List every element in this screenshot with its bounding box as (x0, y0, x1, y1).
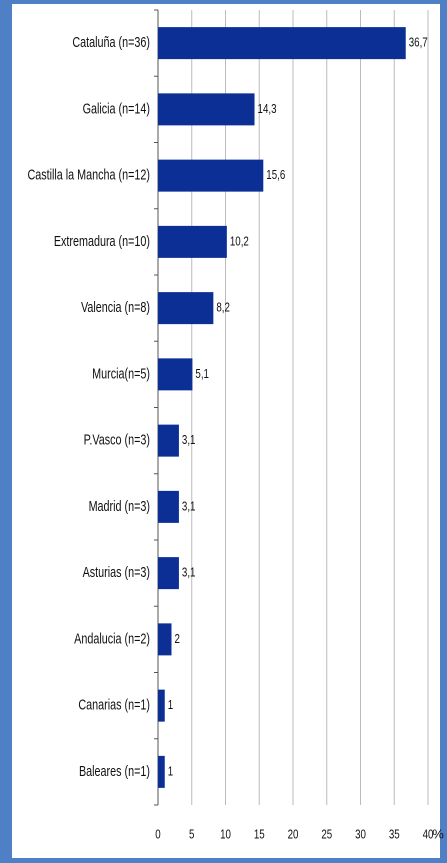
x-tick-label: 35 (389, 828, 400, 842)
value-label-group: 1 (168, 765, 173, 779)
y-tick-label: Murcia(n=5) (92, 365, 150, 382)
bar (158, 424, 179, 457)
y-tick-label: Asturias (n=3) (83, 563, 150, 580)
x-tick-group: 0 (155, 828, 160, 842)
value-label: 2 (175, 633, 180, 647)
value-label-group: 36,7 (409, 36, 428, 50)
value-label: 5,1 (195, 368, 209, 382)
bar (158, 292, 214, 325)
value-label-group: 14,3 (258, 103, 277, 117)
value-label-group: 3,1 (182, 566, 196, 580)
value-label-group: 5,1 (195, 368, 209, 382)
x-tick-label: 5 (189, 828, 194, 842)
x-tick-label: 15 (254, 828, 265, 842)
y-tick-label: Andalucia (n=2) (74, 630, 150, 647)
value-label-group: 10,2 (230, 235, 249, 249)
category-label-group: Asturias (n=3) (83, 563, 150, 580)
bar (158, 689, 165, 722)
category-label-group: P.Vasco (n=3) (84, 431, 150, 448)
category-label-group: Cataluña (n=36) (72, 33, 150, 50)
category-label-group: Canarias (n=1) (78, 696, 150, 713)
value-label: 10,2 (230, 235, 249, 249)
y-tick-label: Castilla la Mancha (n=12) (27, 166, 150, 183)
y-tick-label: Valencia (n=8) (81, 298, 150, 315)
value-label: 8,2 (216, 301, 230, 315)
x-tick-label: 20 (288, 828, 299, 842)
x-tick-label: 30 (355, 828, 366, 842)
x-tick-group: 35 (389, 828, 400, 842)
value-label: 3,1 (182, 434, 196, 448)
category-label-group: Valencia (n=8) (81, 298, 150, 315)
x-tick-label: 40 (423, 828, 434, 842)
x-tick-label: 0 (155, 828, 160, 842)
x-axis-label: % (432, 826, 444, 841)
value-label-group: 8,2 (216, 301, 230, 315)
value-label: 3,1 (182, 500, 196, 514)
x-tick-group: 10 (220, 828, 231, 842)
x-tick-group: 20 (288, 828, 299, 842)
value-label-group: 2 (175, 633, 180, 647)
x-tick-group: 40 (423, 828, 434, 842)
value-label: 14,3 (258, 103, 277, 117)
x-tick-group: 15 (254, 828, 265, 842)
value-label: 1 (168, 765, 173, 779)
x-tick-group: 30 (355, 828, 366, 842)
y-tick-label: Baleares (n=1) (79, 762, 150, 779)
x-tick-group: 5 (189, 828, 194, 842)
bar (158, 358, 193, 391)
y-tick-label: Madrid (n=3) (89, 497, 150, 514)
x-tick-label: 25 (321, 828, 332, 842)
bar (158, 225, 227, 258)
bar (158, 623, 172, 656)
bar (158, 557, 179, 590)
y-tick-label: Galicia (n=14) (83, 100, 150, 117)
category-label-group: Andalucia (n=2) (74, 630, 150, 647)
bar (158, 27, 406, 60)
value-label: 1 (168, 699, 173, 713)
y-tick-label: Cataluña (n=36) (72, 33, 150, 50)
y-tick-label: Canarias (n=1) (78, 696, 150, 713)
value-label-group: 3,1 (182, 434, 196, 448)
y-tick-label: P.Vasco (n=3) (84, 431, 150, 448)
category-label-group: Galicia (n=14) (83, 100, 150, 117)
category-label-group: Madrid (n=3) (89, 497, 150, 514)
bar (158, 93, 255, 126)
x-tick-group: 25 (321, 828, 332, 842)
value-label: 3,1 (182, 566, 196, 580)
value-label-group: 3,1 (182, 500, 196, 514)
value-label: 36,7 (409, 36, 428, 50)
y-tick-label: Extremadura (n=10) (54, 232, 150, 249)
x-tick-label: 10 (220, 828, 231, 842)
bar (158, 490, 179, 523)
category-label-group: Baleares (n=1) (79, 762, 150, 779)
category-label-group: Castilla la Mancha (n=12) (27, 166, 150, 183)
category-label-group: Murcia(n=5) (92, 365, 150, 382)
bar (158, 755, 165, 788)
bar (158, 159, 264, 192)
value-label-group: 1 (168, 699, 173, 713)
category-label-group: Extremadura (n=10) (54, 232, 150, 249)
value-label-group: 15,6 (266, 169, 285, 183)
value-label: 15,6 (266, 169, 285, 183)
